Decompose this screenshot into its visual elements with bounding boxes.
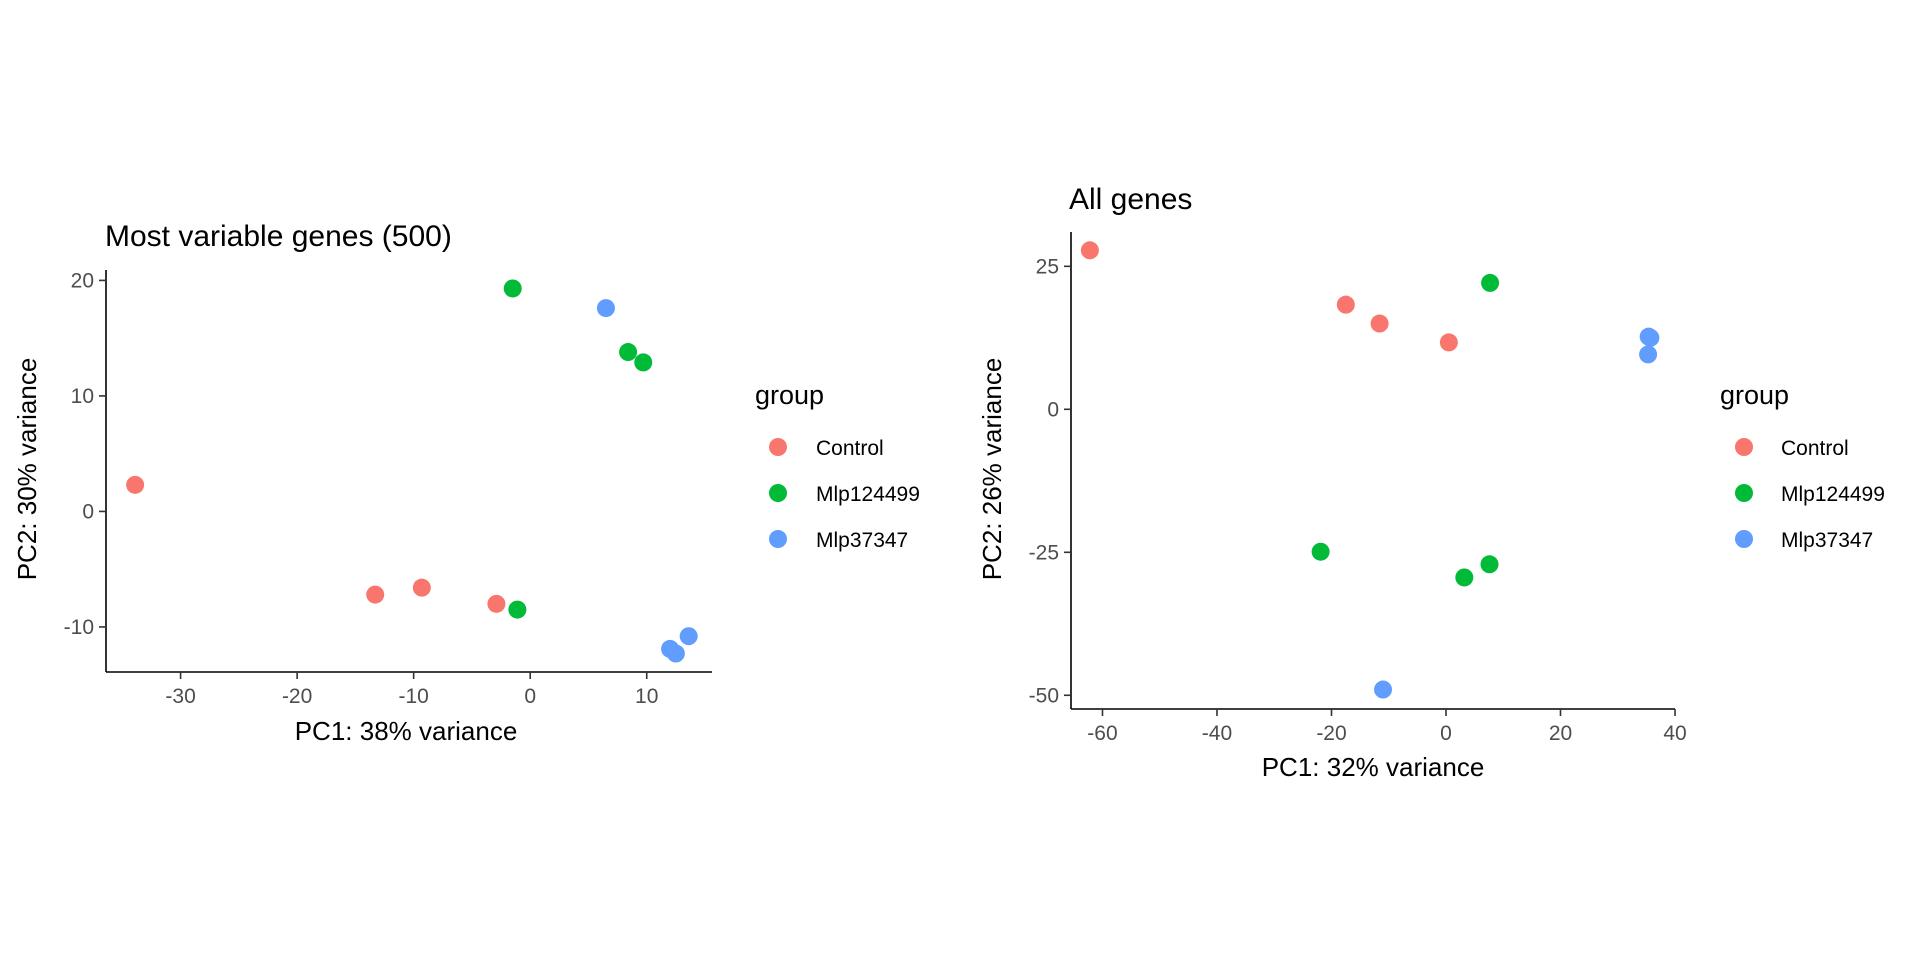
y-tick-label: -50 bbox=[1029, 684, 1059, 707]
chart-title: Most variable genes (500) bbox=[105, 220, 452, 253]
point-mlp124499 bbox=[1480, 555, 1499, 574]
legend-marker-mlp37347 bbox=[769, 530, 787, 548]
x-tick-label: -10 bbox=[398, 685, 428, 708]
data-points bbox=[1080, 241, 1660, 699]
legend-label-control: Control bbox=[816, 437, 884, 460]
point-control bbox=[487, 594, 506, 613]
legend-label-mlp124499: Mlp124499 bbox=[816, 483, 920, 506]
legend-title: group bbox=[1720, 380, 1789, 410]
x-tick-label: 20 bbox=[1549, 722, 1572, 745]
x-axis-label: PC1: 38% variance bbox=[295, 716, 518, 746]
x-axis-label: PC1: 32% variance bbox=[1262, 752, 1485, 782]
y-ticks: -10 0 10 20 bbox=[64, 269, 106, 639]
pca-panel-most-variable: Most variable genes (500) PC1: 38% varia… bbox=[12, 220, 920, 746]
point-mlp37347 bbox=[1374, 680, 1393, 699]
x-tick-label: 10 bbox=[635, 685, 658, 708]
legend-item-mlp124499: Mlp124499 bbox=[1735, 483, 1885, 506]
y-tick-label: -25 bbox=[1029, 541, 1059, 564]
pca-panel-all-genes: All genes PC1: 32% variance PC2: 26% var… bbox=[977, 183, 1885, 782]
legend: group Control Mlp124499 Mlp37347 bbox=[755, 380, 920, 552]
point-mlp124499 bbox=[619, 343, 638, 362]
legend-marker-control bbox=[769, 438, 787, 456]
point-control bbox=[1336, 295, 1355, 314]
point-control bbox=[1080, 241, 1099, 260]
legend: group Control Mlp124499 Mlp37347 bbox=[1720, 380, 1885, 552]
legend-label-control: Control bbox=[1781, 437, 1849, 460]
y-tick-label: 0 bbox=[82, 500, 94, 523]
legend-label-mlp37347: Mlp37347 bbox=[816, 529, 908, 552]
point-mlp124499 bbox=[1455, 568, 1474, 587]
point-mlp124499 bbox=[508, 600, 527, 619]
y-tick-label: 0 bbox=[1047, 398, 1059, 421]
y-tick-label: 20 bbox=[71, 269, 94, 292]
point-control bbox=[1439, 333, 1458, 352]
legend-label-mlp124499: Mlp124499 bbox=[1781, 483, 1885, 506]
x-tick-label: -60 bbox=[1087, 722, 1117, 745]
x-tick-label: -20 bbox=[282, 685, 312, 708]
point-mlp37347 bbox=[666, 644, 685, 663]
y-axis-label: PC2: 26% variance bbox=[977, 358, 1007, 581]
legend-label-mlp37347: Mlp37347 bbox=[1781, 529, 1873, 552]
x-tick-label: -30 bbox=[165, 685, 195, 708]
legend-marker-mlp37347 bbox=[1735, 530, 1753, 548]
legend-marker-mlp124499 bbox=[1735, 484, 1753, 502]
point-mlp124499 bbox=[1481, 273, 1500, 292]
y-tick-label: -10 bbox=[64, 616, 94, 639]
x-tick-label: -20 bbox=[1316, 722, 1346, 745]
data-points bbox=[126, 279, 698, 663]
point-mlp124499 bbox=[1311, 542, 1330, 561]
y-axis-label: PC2: 30% variance bbox=[12, 358, 42, 581]
y-tick-label: 25 bbox=[1036, 255, 1059, 278]
y-ticks: -50 -25 0 25 bbox=[1029, 255, 1071, 707]
point-mlp124499 bbox=[634, 353, 653, 372]
point-mlp37347 bbox=[596, 299, 615, 318]
legend-item-mlp37347: Mlp37347 bbox=[769, 529, 908, 552]
y-tick-label: 10 bbox=[71, 385, 94, 408]
legend-item-mlp124499: Mlp124499 bbox=[769, 483, 920, 506]
x-tick-label: 0 bbox=[1440, 722, 1452, 745]
legend-item-control: Control bbox=[769, 437, 884, 460]
legend-item-control: Control bbox=[1735, 437, 1849, 460]
point-control bbox=[1370, 314, 1389, 333]
x-tick-label: -40 bbox=[1202, 722, 1232, 745]
point-mlp37347 bbox=[1639, 345, 1658, 364]
legend-marker-mlp124499 bbox=[769, 484, 787, 502]
x-ticks: -30 -20 -10 0 10 bbox=[165, 672, 658, 708]
x-tick-label: 40 bbox=[1663, 722, 1686, 745]
point-control bbox=[412, 578, 431, 597]
chart-title: All genes bbox=[1069, 183, 1192, 216]
legend-marker-control bbox=[1735, 438, 1753, 456]
x-tick-label: 0 bbox=[524, 685, 536, 708]
point-mlp124499 bbox=[503, 279, 522, 298]
point-control bbox=[126, 475, 145, 494]
point-mlp37347 bbox=[679, 627, 698, 646]
legend-title: group bbox=[755, 380, 824, 410]
x-ticks: -60 -40 -20 0 20 40 bbox=[1087, 709, 1687, 745]
point-mlp37347 bbox=[1641, 328, 1660, 347]
legend-item-mlp37347: Mlp37347 bbox=[1735, 529, 1873, 552]
point-control bbox=[366, 585, 385, 604]
